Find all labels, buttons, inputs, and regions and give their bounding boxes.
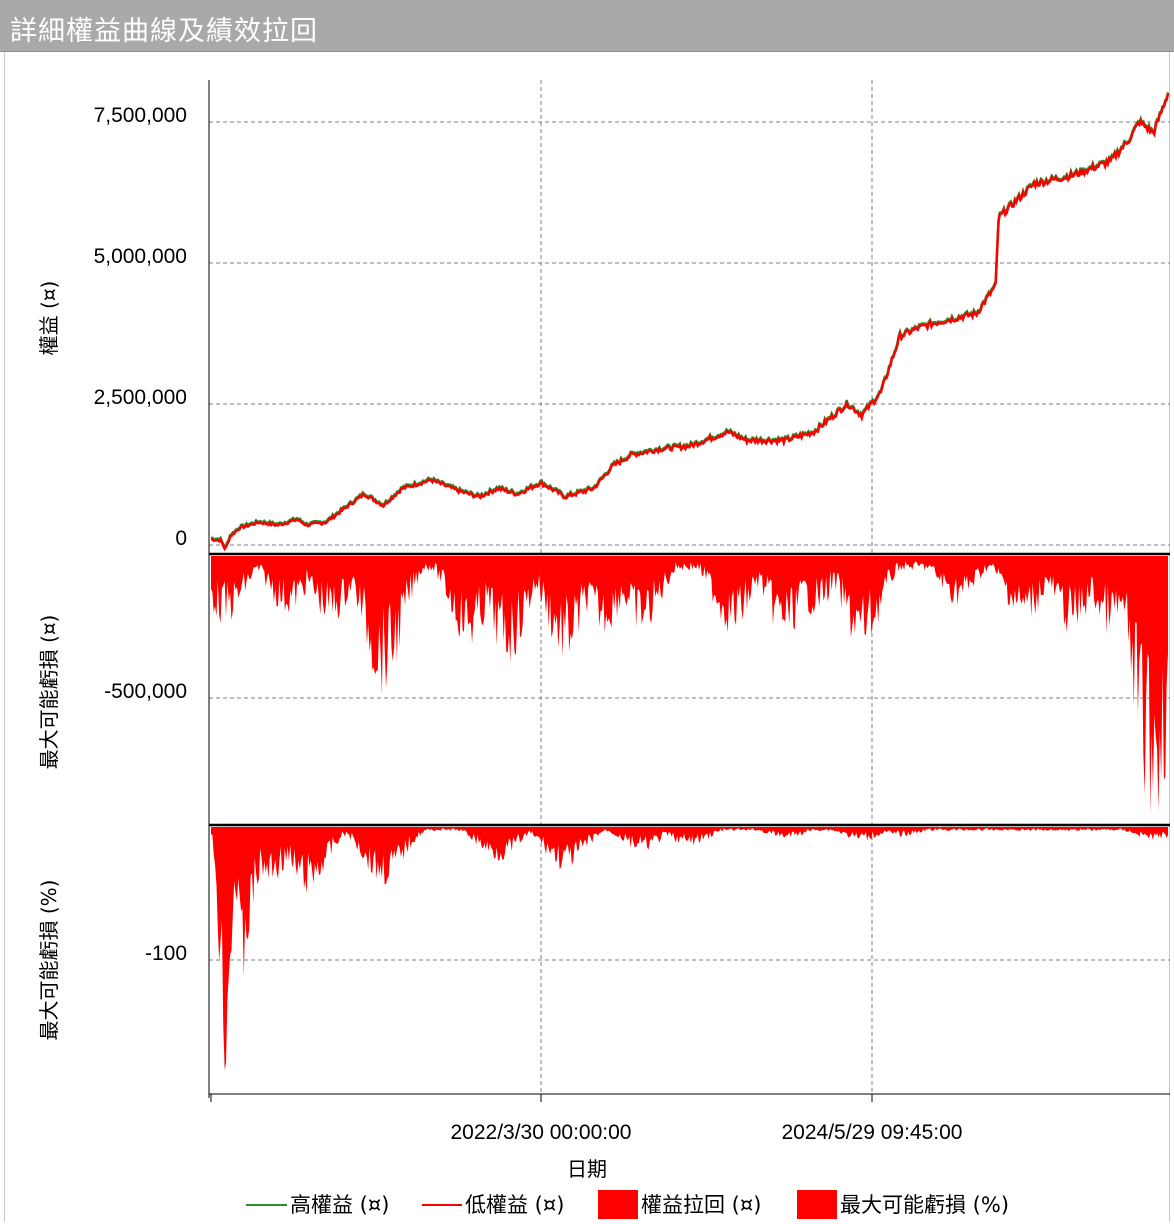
drawdown-pct-area <box>211 827 1168 1070</box>
red-box-icon <box>797 1190 837 1219</box>
ytick-label: -100 <box>145 942 187 965</box>
chart-frame <box>4 52 1170 1222</box>
equity-axis-title: 權益 (¤) <box>37 281 61 356</box>
drawdown-axis-title: 最大可能虧損 (¤) <box>37 615 61 770</box>
axes <box>208 80 1170 1098</box>
legend-label: 高權益 (¤) <box>290 1193 389 1217</box>
low-equity-line <box>211 93 1170 552</box>
xtick-label: 2022/3/30 00:00:00 <box>450 1121 631 1144</box>
legend-label: 低權益 (¤) <box>465 1193 564 1217</box>
x-axis-title: 日期 <box>567 1157 607 1181</box>
ytick-label: 7,500,000 <box>94 104 187 127</box>
title-bar: 詳細權益曲線及績效拉回 <box>0 0 1174 52</box>
legend-label: 權益拉回 (¤) <box>641 1193 761 1217</box>
ytick-label: 5,000,000 <box>94 245 187 268</box>
drawdown-area <box>211 556 1168 815</box>
drawdown-pct-axis-title: 最大可能虧損 (%) <box>37 880 61 1041</box>
high-equity-line <box>211 92 1170 550</box>
equity-lines <box>211 92 1170 552</box>
ytick-label: 2,500,000 <box>94 386 187 409</box>
legend-label: 最大可能虧損 (%) <box>840 1193 1009 1217</box>
window-title: 詳細權益曲線及績效拉回 <box>10 16 318 47</box>
drawdown-areas <box>211 556 1168 1070</box>
ytick-label: -500,000 <box>104 680 187 703</box>
ytick-label: 0 <box>175 527 187 550</box>
legend: 高權益 (¤) 低權益 (¤) 權益拉回 (¤) 最大可能虧損 (%) <box>246 1190 1009 1219</box>
red-box-icon <box>598 1190 638 1219</box>
xtick-label: 2024/5/29 09:45:00 <box>781 1121 962 1144</box>
